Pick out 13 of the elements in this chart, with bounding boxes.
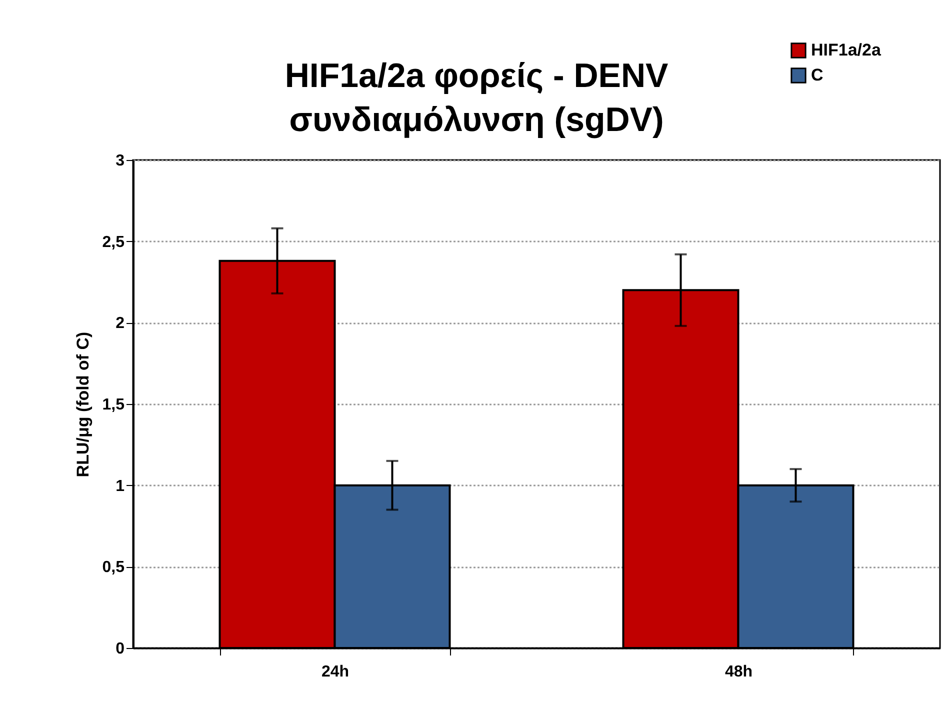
y-tick-label: 0 (116, 640, 125, 658)
y-tick-label: 2 (116, 315, 125, 332)
y-tick-label: 1 (116, 478, 125, 495)
chart-title: HIF1a/2a φορείς - DENV συνδιαμόλυνση (sgDV) (284, 57, 668, 139)
legend-label: C (811, 66, 824, 84)
y-axis-title: RLU/μg (fold of C) (73, 332, 92, 478)
y-tick-label: 3 (116, 152, 125, 170)
legend-label: HIF1a/2a (811, 40, 882, 60)
y-tick-label: 1,5 (102, 396, 125, 414)
x-tick-label: 24h (321, 664, 350, 680)
x-tick-label: 48h (724, 664, 753, 680)
y-tick-label: 0,5 (102, 559, 125, 576)
y-tick-label: 2,5 (102, 234, 125, 251)
